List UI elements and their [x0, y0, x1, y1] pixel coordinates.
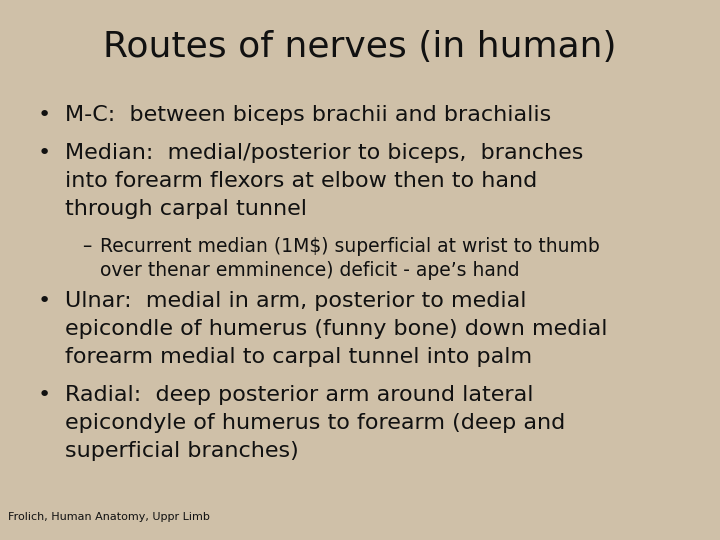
- Text: Ulnar:  medial in arm, posterior to medial: Ulnar: medial in arm, posterior to media…: [65, 291, 526, 311]
- Text: into forearm flexors at elbow then to hand: into forearm flexors at elbow then to ha…: [65, 171, 537, 191]
- Text: Frolich, Human Anatomy, Uppr Limb: Frolich, Human Anatomy, Uppr Limb: [8, 512, 210, 522]
- Text: M-C:  between biceps brachii and brachialis: M-C: between biceps brachii and brachial…: [65, 105, 552, 125]
- Text: epicondyle of humerus to forearm (deep and: epicondyle of humerus to forearm (deep a…: [65, 413, 565, 433]
- Text: through carpal tunnel: through carpal tunnel: [65, 199, 307, 219]
- Text: superficial branches): superficial branches): [65, 441, 299, 461]
- Text: •: •: [38, 143, 51, 163]
- Text: epicondle of humerus (funny bone) down medial: epicondle of humerus (funny bone) down m…: [65, 319, 608, 339]
- Text: Median:  medial/posterior to biceps,  branches: Median: medial/posterior to biceps, bran…: [65, 143, 583, 163]
- Text: forearm medial to carpal tunnel into palm: forearm medial to carpal tunnel into pal…: [65, 347, 532, 367]
- Text: Recurrent median (1M$) superficial at wrist to thumb: Recurrent median (1M$) superficial at wr…: [100, 237, 600, 256]
- Text: •: •: [38, 385, 51, 405]
- Text: over thenar emminence) deficit - ape’s hand: over thenar emminence) deficit - ape’s h…: [100, 261, 520, 280]
- Text: –: –: [82, 237, 91, 256]
- Text: Radial:  deep posterior arm around lateral: Radial: deep posterior arm around latera…: [65, 385, 534, 405]
- Text: Routes of nerves (in human): Routes of nerves (in human): [103, 30, 617, 64]
- Text: •: •: [38, 105, 51, 125]
- Text: •: •: [38, 291, 51, 311]
